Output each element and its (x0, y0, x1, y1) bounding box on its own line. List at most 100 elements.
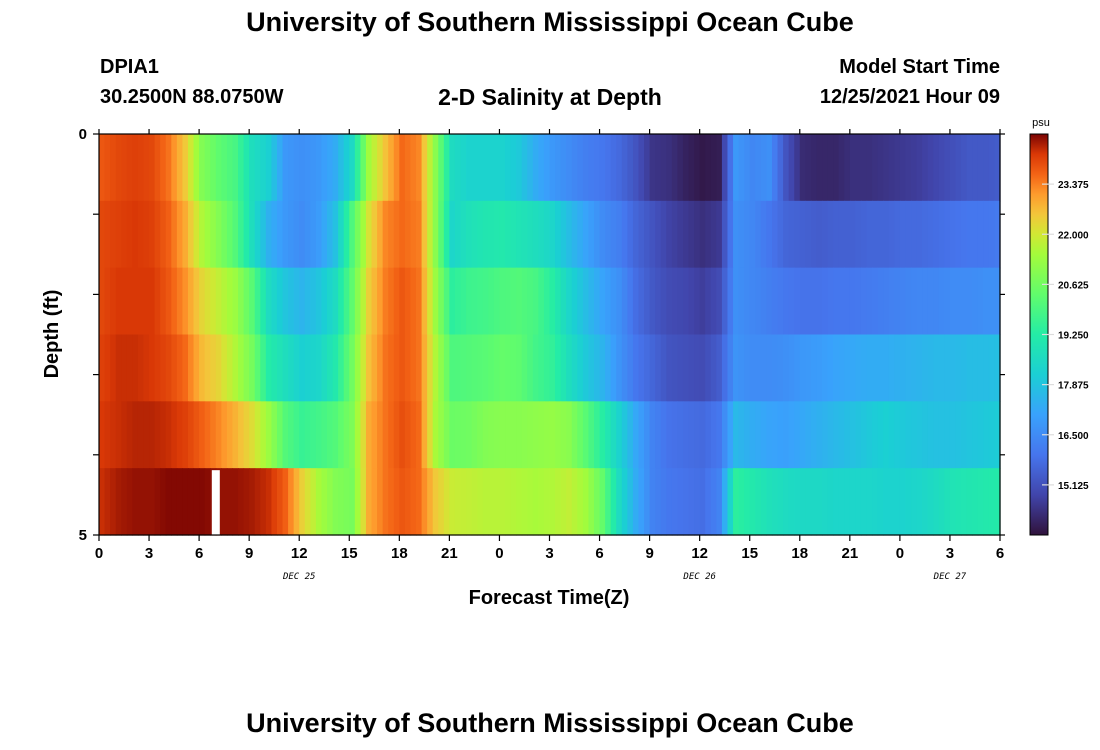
station-name: DPIA1 (100, 56, 159, 78)
heatmap-cell (660, 401, 667, 469)
heatmap-cell (860, 267, 868, 336)
heatmap-cell (721, 134, 729, 202)
heatmap-cell (304, 267, 311, 336)
heatmap-cell (176, 200, 184, 269)
heatmap-cell (171, 401, 178, 469)
heatmap-cell (799, 134, 806, 202)
heatmap-cell (477, 468, 484, 536)
heatmap-cell (627, 334, 634, 402)
heatmap-cell (755, 134, 762, 202)
heatmap-cell (983, 468, 990, 536)
heatmap-cell (627, 200, 634, 269)
heatmap-cell (221, 200, 228, 269)
heatmap-cell (760, 468, 768, 536)
heatmap-cell (482, 401, 489, 469)
x-tick-label: 12 (291, 545, 308, 562)
heatmap-cell (716, 267, 723, 336)
heatmap-cell (944, 200, 951, 269)
x-tick-label: 12 (691, 545, 708, 562)
heatmap-cell (210, 401, 217, 469)
heatmap-cell (243, 334, 250, 402)
heatmap-cell (983, 134, 990, 202)
heatmap-cell (171, 468, 178, 536)
heatmap-cell (755, 401, 762, 469)
heatmap-cell (293, 468, 300, 536)
heatmap-cell (805, 401, 812, 469)
heatmap-cell (110, 200, 117, 269)
heatmap-cell (771, 134, 779, 202)
colorbar-unit: psu (1032, 117, 1050, 129)
heatmap-cell (644, 267, 651, 336)
heatmap-cell (538, 334, 545, 402)
heatmap-cell (293, 134, 300, 202)
heatmap-cell (749, 267, 756, 336)
colorbar-ticks: 23.375 22.000 20.625 19.250 17.875 16.500 15.1… (1042, 180, 1089, 492)
heatmap-cell (549, 134, 556, 202)
heatmap-cell (271, 334, 278, 402)
heatmap-cell (427, 267, 434, 336)
heatmap-cell (215, 334, 222, 402)
heatmap-cell (571, 334, 578, 402)
heatmap-cell (794, 334, 801, 402)
heatmap-cell (532, 267, 539, 336)
heatmap-cell (193, 134, 200, 202)
heatmap-cell (215, 200, 222, 269)
heatmap-cell (304, 334, 311, 402)
heatmap-cell (371, 200, 378, 269)
heatmap-cell (299, 200, 306, 269)
heatmap-cell (994, 267, 1001, 336)
model-start-time: 12/25/2021 Hour 09 (819, 86, 1000, 108)
heatmap-cell (860, 468, 868, 536)
heatmap-cell (794, 468, 801, 536)
heatmap-cell (104, 267, 111, 336)
heatmap-cell (682, 401, 690, 469)
heatmap-cell (254, 334, 261, 402)
heatmap-cell (454, 200, 462, 269)
heatmap-cell (677, 468, 684, 536)
heatmap-cell (254, 267, 261, 336)
heatmap-cell (855, 134, 862, 202)
x-tick-label: 6 (195, 545, 203, 562)
heatmap-cell (677, 334, 684, 402)
heatmap-cell (949, 267, 957, 336)
heatmap-cell (844, 267, 851, 336)
heatmap-cell (154, 267, 161, 336)
heatmap-cell (582, 200, 590, 269)
heatmap-cell (911, 468, 918, 536)
heatmap-cell (260, 267, 267, 336)
heatmap-cell (199, 134, 206, 202)
heatmap-cell (399, 334, 406, 402)
heatmap-cell (232, 200, 239, 269)
heatmap-cell (638, 200, 645, 269)
x-tick-label: 0 (95, 545, 103, 562)
heatmap-cell (243, 134, 250, 202)
heatmap-cell (343, 200, 350, 269)
heatmap-cell (410, 468, 417, 536)
heatmap-cell (371, 468, 378, 536)
heatmap-cell (582, 401, 590, 469)
heatmap-cell (810, 200, 818, 269)
heatmap-cell (682, 200, 690, 269)
heatmap-cell (482, 200, 489, 269)
heatmap-cell (616, 334, 623, 402)
heatmap-cell (760, 267, 768, 336)
heatmap-cell (705, 200, 712, 269)
heatmap-cell (922, 401, 929, 469)
heatmap-cell (771, 267, 779, 336)
heatmap-cell (671, 401, 679, 469)
heatmap-cell (555, 334, 562, 402)
heatmap-cell (855, 334, 862, 402)
heatmap-cell (238, 334, 245, 402)
heatmap-cell (104, 134, 111, 202)
heatmap-cell (327, 267, 334, 336)
heatmap-cell (505, 200, 512, 269)
heatmap-cell (187, 334, 195, 402)
heatmap-cell (243, 200, 250, 269)
heatmap-cell (966, 200, 973, 269)
heatmap-cell (104, 334, 111, 402)
heatmap-cell (149, 468, 156, 536)
heatmap-cell (421, 334, 428, 402)
heatmap-cell (354, 468, 361, 536)
heatmap-cell (516, 200, 523, 269)
heatmap-cell (788, 200, 795, 269)
